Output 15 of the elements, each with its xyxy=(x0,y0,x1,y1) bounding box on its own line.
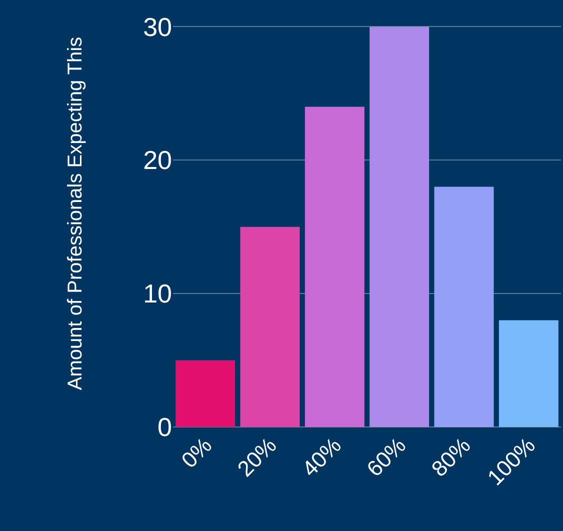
y-axis-title: Amount of Professionals Expecting This xyxy=(64,36,87,390)
y-tick-label: 10 xyxy=(143,278,172,309)
bar xyxy=(434,186,494,427)
x-tick-label: 60% xyxy=(362,432,411,482)
bar xyxy=(304,106,364,427)
y-tick-label: 0 xyxy=(158,412,172,442)
y-tick-label: 30 xyxy=(143,12,172,42)
bar xyxy=(240,226,300,427)
bar xyxy=(498,320,558,427)
y-tick-label: 20 xyxy=(143,145,172,176)
bar xyxy=(370,26,430,427)
x-tick-label: 80% xyxy=(426,432,476,482)
bar xyxy=(176,360,236,427)
x-tick-label: 0% xyxy=(176,432,217,473)
x-tick-label: 40% xyxy=(297,432,346,482)
